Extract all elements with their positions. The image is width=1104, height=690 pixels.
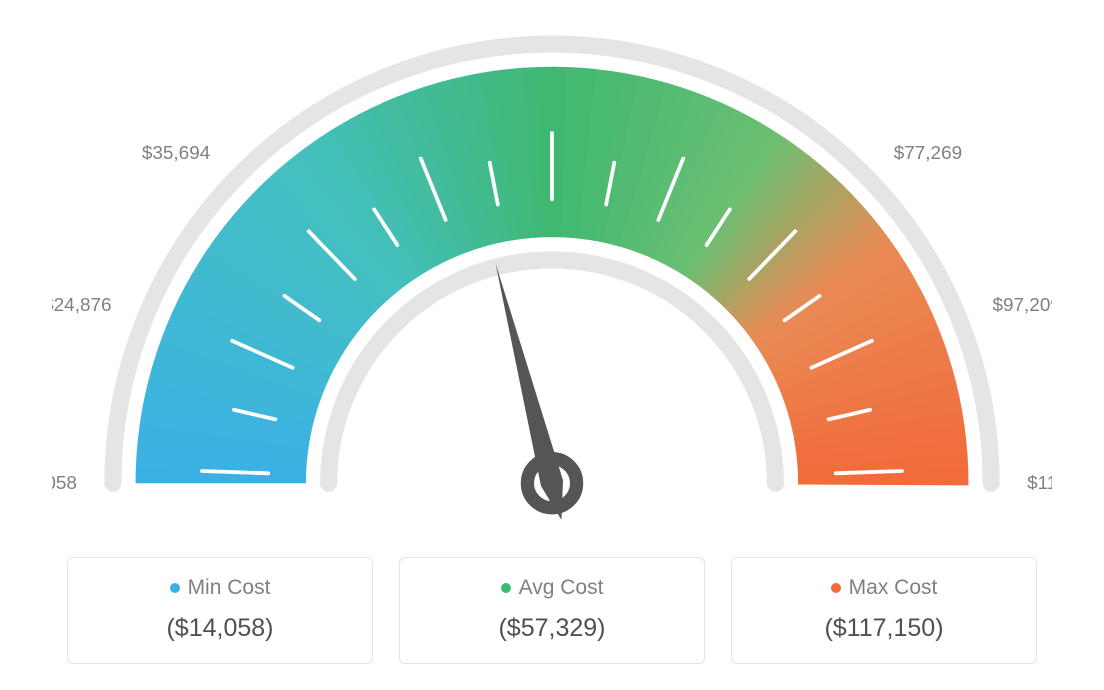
legend-label-min: Min Cost: [170, 576, 271, 600]
cost-gauge: $14,058 $24,876 $35,694 $57,329 $77,269 $97,2…: [52, 10, 1052, 540]
legend-label-avg: Avg Cost: [501, 576, 604, 600]
dot-avg: [501, 583, 511, 593]
svg-text:$35,694: $35,694: [142, 143, 210, 164]
svg-text:$117,150: $117,150: [1027, 473, 1052, 494]
gauge-svg: $14,058 $24,876 $35,694 $57,329 $77,269 $97,2…: [52, 10, 1052, 540]
legend-max-value: ($117,150): [732, 614, 1036, 643]
legend-label-max: Max Cost: [831, 576, 938, 600]
legend-max-text: Max Cost: [849, 576, 938, 600]
svg-text:$77,269: $77,269: [894, 143, 962, 164]
dot-max: [831, 583, 841, 593]
legend-row: Min Cost ($14,058) Avg Cost ($57,329) Ma…: [67, 557, 1037, 664]
legend-card-max: Max Cost ($117,150): [731, 557, 1037, 664]
legend-min-text: Min Cost: [188, 576, 271, 600]
svg-text:$97,209: $97,209: [993, 295, 1052, 316]
legend-avg-value: ($57,329): [400, 614, 704, 643]
svg-text:$57,329: $57,329: [518, 10, 586, 11]
legend-min-value: ($14,058): [68, 614, 372, 643]
dot-min: [170, 583, 180, 593]
legend-avg-text: Avg Cost: [519, 576, 604, 600]
svg-text:$14,058: $14,058: [52, 473, 77, 494]
legend-card-avg: Avg Cost ($57,329): [399, 557, 705, 664]
legend-card-min: Min Cost ($14,058): [67, 557, 373, 664]
svg-text:$24,876: $24,876: [52, 295, 111, 316]
